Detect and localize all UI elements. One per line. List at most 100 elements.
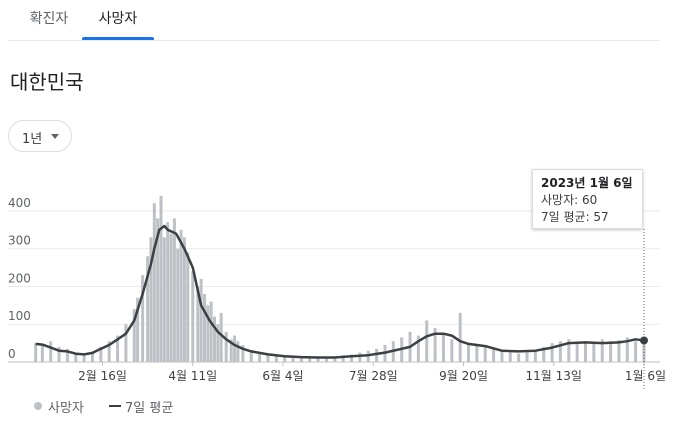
tab-confirmed[interactable]: 확진자 [24, 8, 74, 38]
x-tick-label: 11월 13일 [526, 369, 582, 383]
period-dropdown[interactable]: 1년 [8, 120, 72, 152]
chart-bar [224, 331, 228, 362]
chart-bar [533, 350, 537, 362]
chart-bar [433, 328, 437, 362]
chart-bar [40, 345, 44, 362]
chart-x-axis: 2월 16일 4월 11일 6월 4일 7월 28일 9월 20일 11월 13일 1월 6… [78, 362, 666, 383]
tab-selected-indicator [82, 37, 154, 40]
chart-bar [229, 339, 233, 362]
chart-bar [159, 195, 163, 362]
chart-bar [475, 345, 479, 362]
chart-bar [350, 354, 354, 362]
legend-line-swatch [109, 405, 121, 407]
chart-bar [132, 309, 136, 362]
chart-bar [152, 203, 156, 362]
chart-bar [162, 237, 166, 362]
tooltip-date: 2023년 1월 6일 [541, 176, 633, 190]
y-tick-label: 400 [8, 196, 31, 210]
chart-bar [99, 346, 103, 362]
y-tick-label: 300 [8, 234, 31, 248]
y-tick-label: 200 [8, 271, 31, 285]
chart-bar [642, 339, 646, 362]
chart-gridlines [8, 210, 660, 363]
chart-bar [149, 237, 153, 362]
chart-bar [425, 320, 429, 362]
chart-bar [176, 248, 180, 362]
chart-average-line [35, 224, 645, 359]
chart-bar [291, 356, 295, 362]
chart-bar [206, 305, 210, 362]
chart-bar [172, 218, 176, 362]
chart-bar [182, 237, 186, 362]
x-tick-label: 7월 28일 [349, 369, 398, 383]
chart-bar [219, 312, 223, 362]
period-dropdown-label: 1년 [22, 132, 43, 147]
chart-highlight [640, 229, 648, 390]
chart-bar [202, 294, 206, 362]
x-tick-label: 1월 6일 [625, 369, 666, 383]
chart-bar [166, 222, 170, 362]
chart-bar [492, 348, 496, 362]
x-tick-label: 6월 4일 [262, 369, 303, 383]
chart-bar [316, 358, 320, 362]
chart-bar [65, 348, 69, 362]
tab-deaths[interactable]: 사망자 [82, 8, 154, 40]
chart-bar [575, 343, 579, 362]
region-title: 대한민국 [10, 70, 84, 94]
tooltip-deaths: 사망자: 60 [541, 193, 598, 207]
chart-bar [567, 339, 571, 362]
chart-bar [324, 357, 328, 362]
chart-bar [416, 335, 420, 362]
chart-bar [341, 355, 345, 362]
tab-bar: 확진자 사망자 [8, 0, 660, 41]
highlight-dot [640, 336, 648, 345]
chart-bar [124, 324, 128, 362]
chart-bar [266, 353, 270, 362]
chart-bar [169, 233, 173, 362]
chart-bar [212, 316, 216, 362]
chart-y-axis: 0 100 200 300 400 [8, 196, 31, 361]
tooltip-average: 7일 평균: 57 [541, 210, 609, 224]
chart-bar [592, 343, 596, 362]
chart-tooltip: 2023년 1월 6일 사망자: 60 7일 평균: 57 [532, 169, 643, 229]
legend-bar-label: 사망자 [48, 401, 84, 416]
chart-bar [550, 343, 554, 362]
chart-bars [34, 195, 646, 362]
chart-bar [236, 341, 240, 362]
chart-bar [249, 350, 253, 362]
chart-bar [458, 312, 462, 362]
chart-bar [82, 353, 86, 362]
chart-bar [209, 301, 213, 362]
chart-bar [191, 271, 195, 362]
chart-bar [517, 353, 521, 362]
chart-bar [299, 357, 303, 362]
chart-bar [116, 335, 120, 362]
x-tick-label: 2월 16일 [78, 369, 127, 383]
average-line [35, 224, 645, 359]
caret-down-icon [51, 134, 59, 139]
y-tick-label: 0 [8, 347, 16, 361]
chart-bar [136, 297, 140, 362]
chart-bar [199, 278, 203, 362]
chart-bar [450, 339, 454, 362]
chart-bar [600, 339, 604, 362]
chart-bar [634, 341, 638, 362]
chart-bar [558, 341, 562, 362]
chart-bar [283, 356, 287, 362]
chart-bar [216, 324, 220, 362]
chart-bar [196, 286, 200, 362]
chart-bar [57, 346, 61, 362]
legend-bar-swatch [34, 402, 42, 410]
chart-bar [617, 340, 621, 362]
tab-confirmed-label: 확진자 [29, 11, 69, 27]
chart-bar [441, 333, 445, 362]
chart-bar [179, 229, 183, 362]
chart-bar [146, 256, 150, 362]
chart-bar [274, 355, 278, 362]
chart-bar [156, 218, 160, 362]
chart-bar [483, 346, 487, 362]
chart-bar [467, 343, 471, 362]
chart-bar [609, 341, 613, 362]
chart-bar [34, 343, 38, 362]
